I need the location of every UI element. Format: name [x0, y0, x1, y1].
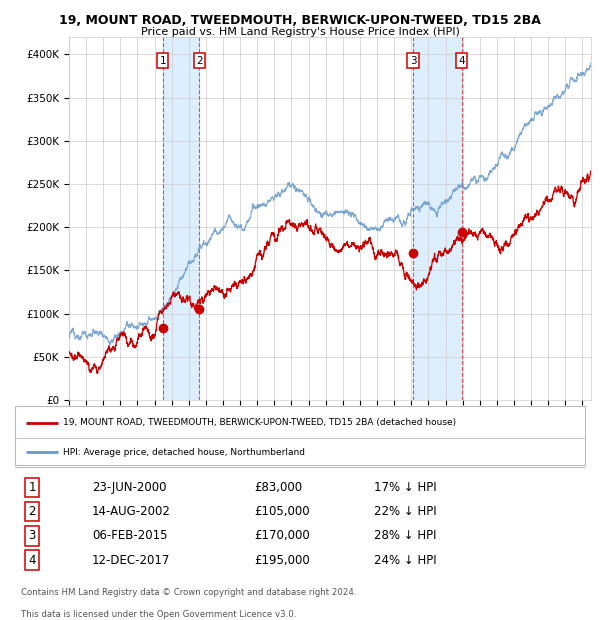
Text: 1: 1 — [28, 481, 36, 494]
Text: 19, MOUNT ROAD, TWEEDMOUTH, BERWICK-UPON-TWEED, TD15 2BA: 19, MOUNT ROAD, TWEEDMOUTH, BERWICK-UPON… — [59, 14, 541, 27]
Text: 12-DEC-2017: 12-DEC-2017 — [92, 554, 170, 567]
Text: 19, MOUNT ROAD, TWEEDMOUTH, BERWICK-UPON-TWEED, TD15 2BA (detached house): 19, MOUNT ROAD, TWEEDMOUTH, BERWICK-UPON… — [64, 418, 457, 427]
Text: HPI: Average price, detached house, Northumberland: HPI: Average price, detached house, Nort… — [64, 448, 305, 456]
Text: 2: 2 — [196, 56, 203, 66]
Text: £83,000: £83,000 — [254, 481, 302, 494]
Text: 14-AUG-2002: 14-AUG-2002 — [92, 505, 171, 518]
Text: 1: 1 — [160, 56, 166, 66]
Text: 3: 3 — [410, 56, 416, 66]
Text: 4: 4 — [28, 554, 36, 567]
Text: 23-JUN-2000: 23-JUN-2000 — [92, 481, 166, 494]
Text: 22% ↓ HPI: 22% ↓ HPI — [374, 505, 437, 518]
Text: 24% ↓ HPI: 24% ↓ HPI — [374, 554, 437, 567]
Text: 2: 2 — [28, 505, 36, 518]
Text: Contains HM Land Registry data © Crown copyright and database right 2024.: Contains HM Land Registry data © Crown c… — [20, 588, 356, 597]
Text: 3: 3 — [28, 529, 36, 542]
Text: 06-FEB-2015: 06-FEB-2015 — [92, 529, 167, 542]
Text: £195,000: £195,000 — [254, 554, 310, 567]
Bar — [163, 37, 199, 400]
Text: Price paid vs. HM Land Registry's House Price Index (HPI): Price paid vs. HM Land Registry's House … — [140, 27, 460, 37]
Text: This data is licensed under the Open Government Licence v3.0.: This data is licensed under the Open Gov… — [20, 610, 296, 619]
Text: 4: 4 — [458, 56, 465, 66]
Text: 17% ↓ HPI: 17% ↓ HPI — [374, 481, 437, 494]
Text: 28% ↓ HPI: 28% ↓ HPI — [374, 529, 437, 542]
Text: £170,000: £170,000 — [254, 529, 310, 542]
Bar — [413, 37, 462, 400]
FancyBboxPatch shape — [15, 406, 585, 465]
Text: £105,000: £105,000 — [254, 505, 310, 518]
